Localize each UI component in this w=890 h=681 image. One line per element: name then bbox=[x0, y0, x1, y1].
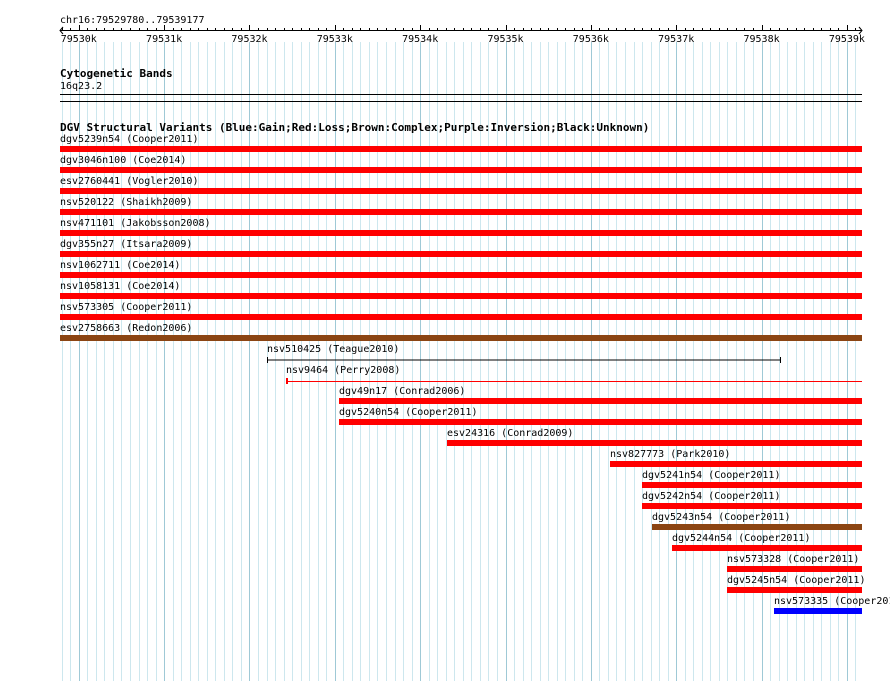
dgv-feature-bar[interactable] bbox=[447, 440, 862, 446]
dgv-feature-bar[interactable] bbox=[60, 251, 862, 257]
cytoband-divider-bottom bbox=[60, 101, 862, 102]
dgv-feature-bar[interactable] bbox=[60, 272, 862, 278]
dgv-feature-label[interactable]: nsv573328 (Cooper2011) bbox=[727, 554, 860, 565]
dgv-feature-label[interactable]: dgv5245n54 (Cooper2011) bbox=[727, 575, 866, 586]
cytoband-label[interactable]: 16q23.2 bbox=[60, 81, 103, 92]
dgv-feature-label[interactable]: dgv5241n54 (Cooper2011) bbox=[642, 470, 781, 481]
dgv-feature-label[interactable]: esv24316 (Conrad2009) bbox=[447, 428, 574, 439]
dgv-feature-label[interactable]: esv2760441 (Vogler2010) bbox=[60, 176, 199, 187]
dgv-feature-label[interactable]: nsv573305 (Cooper2011) bbox=[60, 302, 193, 313]
ruler-tick-label: 79530k bbox=[60, 34, 97, 45]
dgv-feature-bar[interactable] bbox=[60, 230, 862, 236]
ruler-tick-label: 79532k bbox=[231, 34, 268, 45]
dgv-feature-bar[interactable] bbox=[60, 167, 862, 173]
dgv-feature-label[interactable]: nsv827773 (Park2010) bbox=[610, 449, 731, 460]
ruler-right-arrow bbox=[858, 26, 863, 35]
dgv-feature-label[interactable]: nsv1062711 (Coe2014) bbox=[60, 260, 181, 271]
dgv-feature-label[interactable]: nsv573335 (Cooper201 bbox=[774, 596, 890, 607]
dgv-feature-bar[interactable] bbox=[60, 314, 862, 320]
dgv-feature-label[interactable]: dgv5244n54 (Cooper2011) bbox=[672, 533, 811, 544]
dgv-feature-label[interactable]: nsv9464 (Perry2008) bbox=[286, 365, 401, 376]
dgv-feature-bar[interactable] bbox=[60, 209, 862, 215]
ruler-axis[interactable] bbox=[0, 0, 890, 60]
ruler-tick-label: 79539k bbox=[828, 34, 865, 45]
dgv-feature-bar[interactable] bbox=[610, 461, 862, 467]
dgv-feature-bar[interactable] bbox=[339, 398, 862, 404]
dgv-feature-bar[interactable] bbox=[774, 608, 862, 614]
ruler-tick-label: 79538k bbox=[743, 34, 780, 45]
dgv-feature-bar[interactable] bbox=[286, 377, 864, 385]
dgv-feature-label[interactable]: nsv510425 (Teague2010) bbox=[267, 344, 400, 355]
dgv-feature-label[interactable]: nsv520122 (Shaikh2009) bbox=[60, 197, 193, 208]
dgv-feature-bar[interactable] bbox=[727, 587, 862, 593]
dgv-feature-bar[interactable] bbox=[642, 482, 862, 488]
dgv-feature-label[interactable]: dgv355n27 (Itsara2009) bbox=[60, 239, 193, 250]
dgv-track-title: DGV Structural Variants (Blue:Gain;Red:L… bbox=[60, 121, 650, 134]
ruler-tick-label: 79533k bbox=[316, 34, 353, 45]
dgv-feature-label[interactable]: esv2758663 (Redon2006) bbox=[60, 323, 193, 334]
dgv-feature-bar[interactable] bbox=[60, 293, 862, 299]
cytoband-track-title: Cytogenetic Bands bbox=[60, 67, 173, 80]
ruler-tick-label: 79531k bbox=[146, 34, 183, 45]
dgv-feature-bar[interactable] bbox=[642, 503, 862, 509]
dgv-feature-bar[interactable] bbox=[672, 545, 862, 551]
ruler-tick-label: 79537k bbox=[658, 34, 695, 45]
dgv-feature-label[interactable]: dgv5242n54 (Cooper2011) bbox=[642, 491, 781, 502]
dgv-feature-label[interactable]: nsv1058131 (Coe2014) bbox=[60, 281, 181, 292]
cytoband-divider-top bbox=[60, 94, 862, 95]
dgv-feature-label[interactable]: dgv49n17 (Conrad2006) bbox=[339, 386, 466, 397]
dgv-feature-bar[interactable] bbox=[60, 335, 862, 341]
dgv-feature-label[interactable]: dgv3046n100 (Coe2014) bbox=[60, 155, 187, 166]
dgv-feature-label[interactable]: nsv471101 (Jakobsson2008) bbox=[60, 218, 211, 229]
dgv-feature-bar[interactable] bbox=[652, 524, 862, 530]
ruler-tick-label: 79536k bbox=[572, 34, 609, 45]
dgv-feature-label[interactable]: dgv5239n54 (Cooper2011) bbox=[60, 134, 199, 145]
dgv-feature-bar[interactable] bbox=[60, 146, 862, 152]
ruler-tick-label: 79534k bbox=[402, 34, 439, 45]
dgv-feature-label[interactable]: dgv5240n54 (Cooper2011) bbox=[339, 407, 478, 418]
dgv-feature-bar[interactable] bbox=[339, 419, 862, 425]
dgv-feature-label[interactable]: dgv5243n54 (Cooper2011) bbox=[652, 512, 791, 523]
ruler-position-label: chr16:79529780..79539177 bbox=[60, 15, 205, 26]
dgv-feature-bar[interactable] bbox=[267, 356, 783, 364]
dgv-feature-bar[interactable] bbox=[727, 566, 862, 572]
ruler-tick-label: 79535k bbox=[487, 34, 524, 45]
dgv-feature-bar[interactable] bbox=[60, 188, 862, 194]
